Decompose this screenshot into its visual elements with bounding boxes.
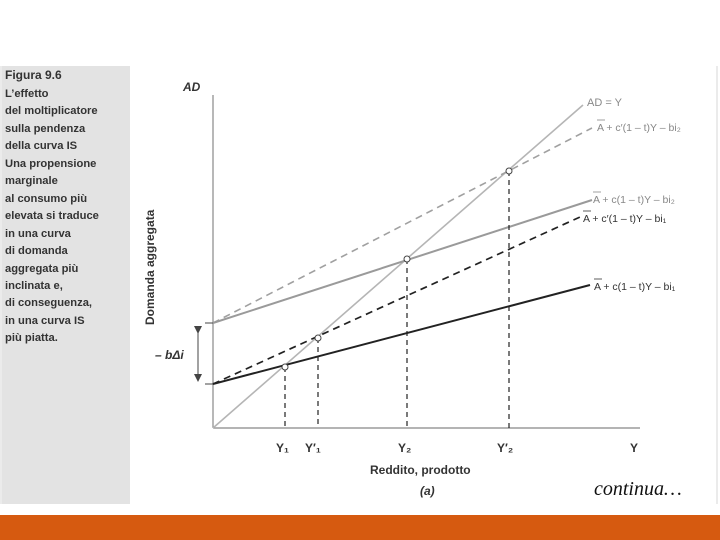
- caption-line: di conseguenza,: [5, 297, 93, 310]
- caption-line: elevata si traduce: [5, 210, 99, 223]
- x-title: Reddito, prodotto: [370, 463, 471, 477]
- caption-line: marginale: [5, 175, 58, 188]
- label-high-c-top: A + c′(1 – t)Y – bi₂: [597, 122, 681, 134]
- caption-line: inclinata e,: [5, 279, 63, 292]
- figure-caption: L’effetto del moltiplicatore sulla pende…: [5, 86, 129, 348]
- caption-line: Una propensione: [5, 157, 97, 170]
- caption-line: in una curva: [5, 227, 71, 240]
- high-c-top-line: [212, 127, 593, 324]
- high-c-bottom-line: [212, 216, 581, 385]
- caption-line: del moltiplicatore: [5, 105, 98, 118]
- continue-label: continua…: [594, 478, 682, 500]
- intersection-point: [281, 363, 289, 371]
- shift-label: – bΔi: [155, 348, 184, 362]
- tick-y1: Y₁: [276, 441, 289, 455]
- caption-line: sulla pendenza: [5, 122, 86, 135]
- intersection-point: [403, 255, 411, 263]
- x-axis-label: Y: [630, 441, 638, 455]
- figure-sidebar: [2, 66, 130, 504]
- plot-panel: [130, 66, 716, 504]
- caption-line: al consumo più: [5, 192, 88, 205]
- low-c-top-line: [212, 199, 593, 324]
- panel-label: (a): [420, 484, 435, 498]
- caption-line: aggregata più: [5, 262, 79, 275]
- caption-line: di domanda: [5, 245, 68, 258]
- accent-bar: [0, 515, 720, 540]
- figure-title: Figura 9.6: [5, 68, 62, 82]
- caption-line: in una curva IS: [5, 314, 85, 327]
- caption-line: della curva IS: [5, 140, 78, 153]
- label-low-c-bottom: A + c(1 – t)Y – bi₁: [594, 281, 676, 293]
- tick-y2-prime: Y′₂: [497, 441, 513, 455]
- caption-line: più piatta.: [5, 332, 58, 345]
- y-axis-rotated-label: Domanda aggregata: [143, 209, 157, 325]
- low-c-bottom-line: [212, 284, 591, 385]
- ad-equals-y-line: [212, 104, 584, 429]
- y-axis-label: AD: [182, 80, 201, 94]
- label-low-c-top: A + c(1 – t)Y – bi₂: [593, 194, 675, 206]
- label-ad-equals-y: AD = Y: [587, 97, 623, 109]
- label-high-c-bottom: A + c′(1 – t)Y – bi₁: [583, 213, 667, 225]
- tick-y2: Y₂: [398, 441, 411, 455]
- intersection-point: [314, 334, 322, 342]
- tick-y1-prime: Y′₁: [305, 441, 321, 455]
- caption-line: L’effetto: [5, 88, 49, 100]
- intersection-point: [505, 167, 513, 175]
